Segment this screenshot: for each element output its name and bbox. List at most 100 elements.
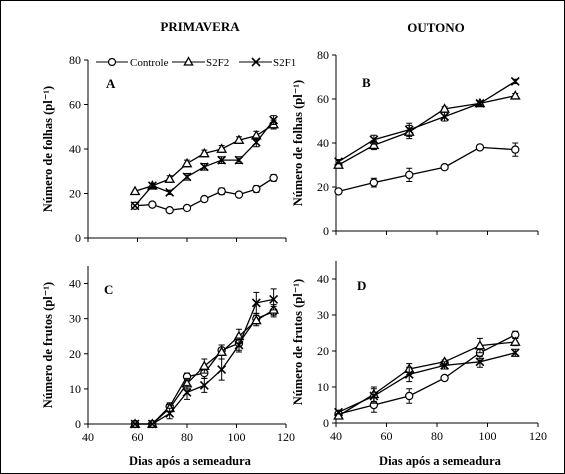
point-b-s2f1-2 <box>404 125 414 135</box>
point-d-s2f1-1 <box>369 391 379 401</box>
x-tick-label-d-60: 60 <box>381 429 393 443</box>
y-tick-label-a-0: 0 <box>75 231 81 245</box>
point-c-s2f1-0 <box>130 419 140 429</box>
y-tick-label-c-10: 10 <box>69 382 81 396</box>
panel-a: 0 20 40 60 80 A Número de folhas (pl⁻¹) <box>41 53 287 245</box>
x-tick-label-c-120: 120 <box>277 430 295 444</box>
x-tick-label-d-100: 100 <box>479 429 497 443</box>
panel-label-b: B <box>362 75 371 90</box>
legend-label-s2f1: S2F1 <box>273 57 296 69</box>
series-line-d-s2f2 <box>338 341 516 417</box>
series-line-b-s2f2 <box>338 95 516 166</box>
y-tick-label-d-30: 30 <box>317 308 329 322</box>
point-a-s2f2-6 <box>233 134 245 144</box>
point-a-controle-8 <box>269 173 278 183</box>
point-a-s2f1-1 <box>147 181 157 191</box>
season-label-outono: OUTONO <box>407 20 465 35</box>
point-d-s2f1-0 <box>334 407 343 417</box>
season-label-primavera: PRIMAVERA <box>160 19 240 34</box>
point-a-s2f1-8 <box>269 115 279 125</box>
point-a-s2f1-2 <box>165 187 175 197</box>
point-a-controle-4 <box>200 194 209 204</box>
point-b-controle-1 <box>369 178 379 187</box>
point-a-s2f1-5 <box>217 155 227 165</box>
y-tick-label-b-20: 20 <box>317 180 329 194</box>
point-c-s2f2-5 <box>216 346 228 356</box>
legend-marker-s2f2 <box>183 56 194 66</box>
point-c-s2f2-4 <box>198 360 210 370</box>
y-tick-label-d-10: 10 <box>317 380 329 394</box>
point-d-s2f2-4 <box>474 339 486 350</box>
point-a-s2f1-3 <box>182 172 192 182</box>
point-d-s2f1-3 <box>440 360 450 370</box>
y-tick-label-c-0: 0 <box>75 417 81 431</box>
point-a-controle-1 <box>148 200 157 209</box>
y-axis-title-c: Número de frutos (pl⁻¹) <box>41 282 55 408</box>
point-a-controle-2 <box>165 205 174 215</box>
legend-label-s2f2: S2F2 <box>206 57 229 69</box>
point-b-s2f2-5 <box>509 90 521 100</box>
point-a-controle-6 <box>234 190 244 199</box>
point-a-s2f2-5 <box>216 143 228 153</box>
y-tick-label-a-80: 80 <box>69 53 81 67</box>
y-tick-label-b-80: 80 <box>317 48 329 62</box>
point-a-controle-3 <box>182 203 192 213</box>
y-tick-label-a-60: 60 <box>69 98 81 112</box>
y-tick-label-b-40: 40 <box>317 136 329 150</box>
legend-label-controle: Controle <box>130 57 169 69</box>
point-d-controle-2 <box>405 391 414 401</box>
y-tick-label-c-40: 40 <box>69 277 81 291</box>
x-tick-label-d-80: 80 <box>431 429 443 443</box>
point-c-s2f1-8 <box>269 294 279 304</box>
legend-marker-controle <box>107 57 117 67</box>
x-tick-label-c-40: 40 <box>82 430 94 444</box>
point-a-s2f2-3 <box>181 157 193 168</box>
point-b-s2f1-0 <box>334 157 343 167</box>
point-c-s2f1-3 <box>182 387 192 397</box>
panel-d: 0 10 20 30 40 40 60 80 100 120 D Número de frutos (… <box>291 261 547 443</box>
panel-label-d: D <box>357 278 366 293</box>
point-c-s2f1-4 <box>199 380 209 390</box>
point-b-s2f1-3 <box>440 112 450 122</box>
x-tick-label-d-40: 40 <box>330 429 342 443</box>
point-a-s2f2-4 <box>198 147 210 158</box>
point-a-s2f2-2 <box>164 173 176 183</box>
y-tick-label-d-0: 0 <box>323 416 329 430</box>
point-a-controle-7 <box>252 184 261 194</box>
point-a-controle-5 <box>217 187 226 196</box>
x-tick-label-d-120: 120 <box>529 429 547 443</box>
point-b-controle-5 <box>511 145 520 154</box>
y-tick-label-d-20: 20 <box>317 344 329 358</box>
series-line-b-controle <box>338 146 516 193</box>
series-line-b-s2f1 <box>338 80 516 163</box>
y-tick-label-d-40: 40 <box>317 272 329 286</box>
point-d-s2f1-5 <box>510 348 520 358</box>
x-tick-label-c-80: 80 <box>181 430 193 444</box>
point-b-s2f1-5 <box>510 76 520 86</box>
x-axis-title-right: Dias após a semeadura <box>379 454 502 468</box>
panel-c: 0 10 20 30 40 40 60 80 100 120 C Número de frutos (… <box>41 266 295 444</box>
y-tick-label-b-60: 60 <box>317 92 329 106</box>
series-line-d-controle <box>338 334 516 415</box>
x-axis-title-left: Dias após a semeadura <box>129 454 252 468</box>
point-d-controle-3 <box>440 373 449 383</box>
y-tick-label-a-40: 40 <box>69 142 81 156</box>
point-b-s2f1-4 <box>475 98 485 108</box>
point-c-s2f1-5 <box>217 365 227 375</box>
y-axis-title-a: Número de folhas (pl⁻¹) <box>41 86 55 212</box>
point-a-s2f2-0 <box>129 185 141 196</box>
point-c-s2f2-7 <box>250 314 262 325</box>
y-tick-label-c-30: 30 <box>69 312 81 326</box>
point-d-s2f1-2 <box>404 369 414 379</box>
y-axis-title-d: Número de frutos (pl⁻¹) <box>291 279 305 405</box>
point-b-s2f1-1 <box>369 135 379 145</box>
point-a-s2f1-0 <box>130 201 140 211</box>
legend: Controle S2F2 S2F1 <box>96 56 296 69</box>
point-b-controle-2 <box>405 170 414 180</box>
legend-marker-s2f1 <box>251 57 261 67</box>
y-tick-label-a-20: 20 <box>69 187 81 201</box>
point-a-s2f1-4 <box>199 162 209 172</box>
panel-b: 0 20 40 60 80 B Número de folhas (pl⁻¹) <box>291 48 539 238</box>
